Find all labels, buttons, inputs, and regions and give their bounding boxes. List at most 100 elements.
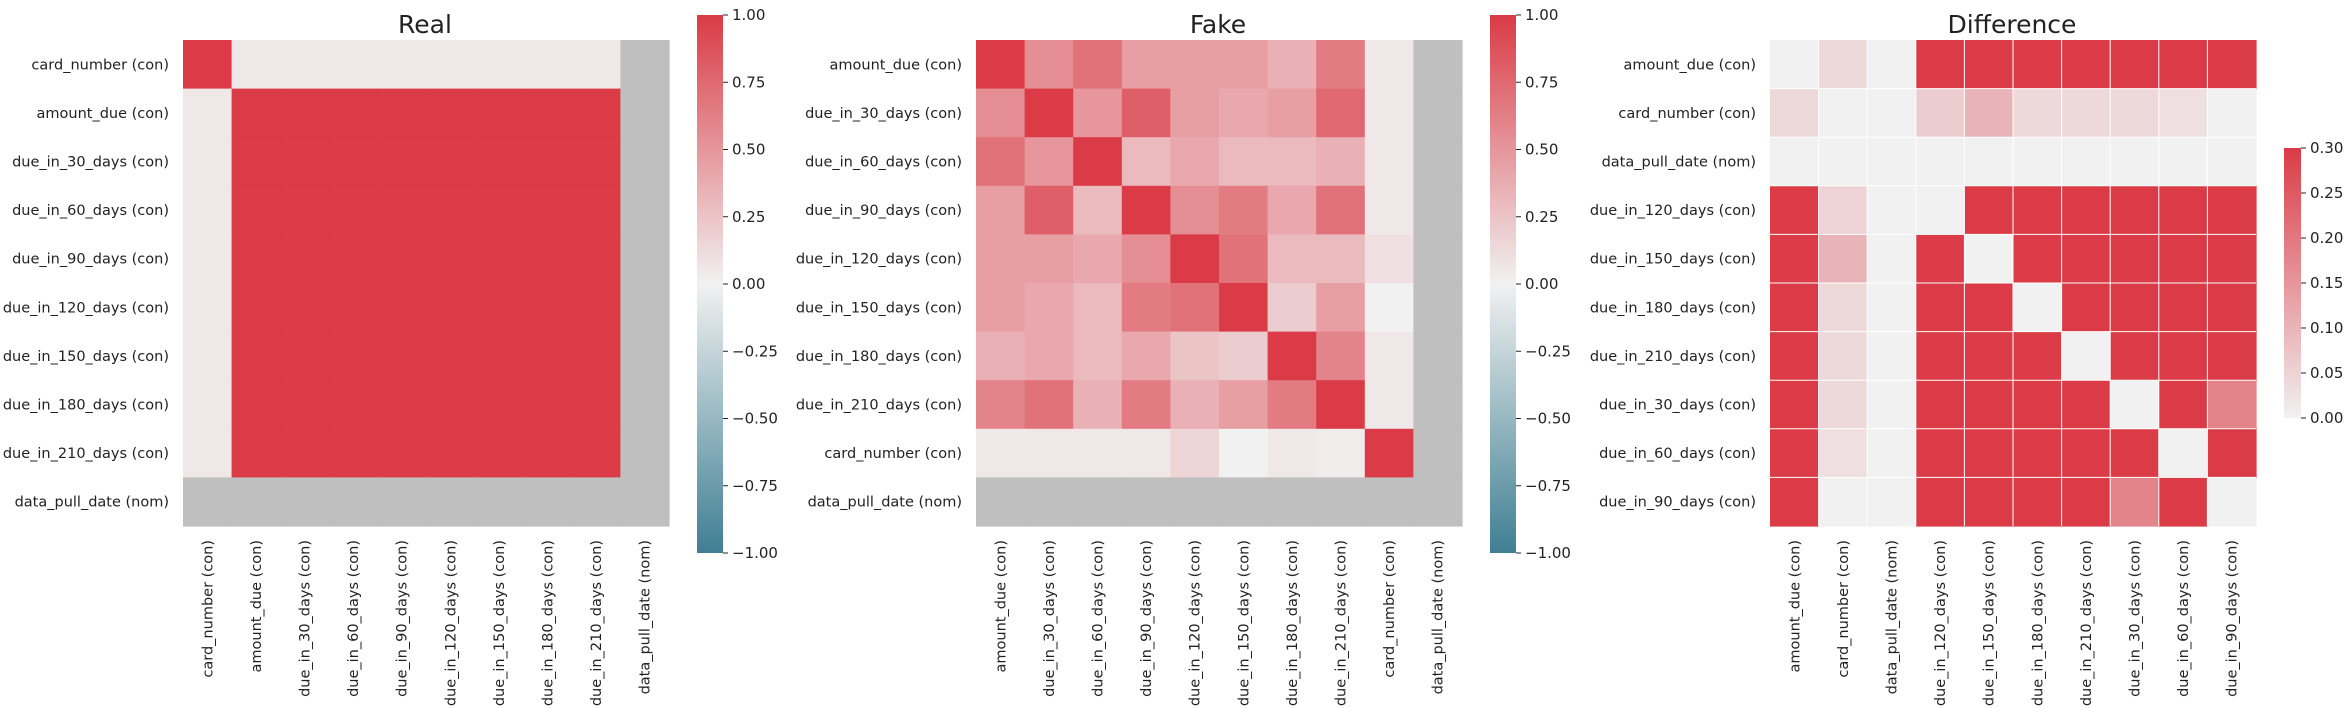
heatmap-cell bbox=[1915, 185, 1965, 235]
colorbar-tick-label: 0.00 bbox=[2310, 409, 2343, 427]
heatmap-cell bbox=[280, 428, 330, 478]
heatmap-cell bbox=[474, 185, 524, 235]
heatmap-cell bbox=[1915, 88, 1965, 138]
heatmap-cell bbox=[1316, 40, 1366, 90]
heatmap-cell bbox=[183, 428, 233, 478]
heatmap-cell bbox=[183, 88, 233, 138]
heatmap-title: Fake bbox=[1190, 10, 1246, 39]
heatmap-cell bbox=[183, 137, 233, 187]
heatmap-cell bbox=[1818, 137, 1868, 187]
heatmap-cell bbox=[426, 331, 476, 381]
heatmap-cell bbox=[1024, 283, 1074, 333]
heatmap-cell bbox=[571, 283, 621, 333]
heatmap-cell bbox=[1915, 428, 1965, 478]
heatmap-cell bbox=[976, 331, 1026, 381]
column-label: due_in_90_days (con) bbox=[1139, 540, 1155, 697]
heatmap-cell bbox=[2013, 185, 2063, 235]
heatmap-cell bbox=[231, 88, 281, 138]
heatmap-cell bbox=[1219, 331, 1269, 381]
heatmap-cell bbox=[426, 234, 476, 284]
heatmap-cell bbox=[2013, 283, 2063, 333]
heatmap-cell bbox=[474, 234, 524, 284]
column-label: data_pull_date (nom) bbox=[638, 540, 654, 694]
heatmap-cell bbox=[426, 428, 476, 478]
heatmap-cell bbox=[1024, 137, 1074, 187]
heatmap-cell bbox=[1867, 380, 1917, 430]
heatmap-cell bbox=[1915, 234, 1965, 284]
heatmap-cell bbox=[426, 283, 476, 333]
column-label: due_in_150_days (con) bbox=[492, 540, 508, 706]
heatmap-cell bbox=[2013, 88, 2063, 138]
heatmap-cell bbox=[377, 40, 427, 90]
heatmap-cell bbox=[571, 477, 621, 527]
column-label: due_in_180_days (con) bbox=[541, 540, 557, 706]
colorbar-tick-label: −0.50 bbox=[732, 410, 778, 428]
heatmap-cell bbox=[2207, 88, 2257, 138]
heatmap-cell bbox=[1316, 88, 1366, 138]
heatmap-cell bbox=[1267, 88, 1317, 138]
colorbar-tick-label: −0.50 bbox=[1525, 410, 1571, 428]
column-label: due_in_90_days (con) bbox=[2225, 540, 2241, 697]
heatmap-cell bbox=[1170, 88, 1220, 138]
heatmap-cell bbox=[2207, 380, 2257, 430]
heatmap-cell bbox=[2158, 88, 2208, 138]
heatmap-cell bbox=[1413, 40, 1463, 90]
heatmap-cell bbox=[231, 40, 281, 90]
heatmap-cell bbox=[1867, 40, 1917, 90]
heatmap-cell bbox=[976, 477, 1026, 527]
colorbar-tick-label: 0.20 bbox=[2310, 229, 2343, 247]
heatmap-cell bbox=[1267, 428, 1317, 478]
heatmap-cell bbox=[1170, 283, 1220, 333]
heatmap-cell bbox=[2061, 477, 2111, 527]
heatmap-cell bbox=[620, 428, 670, 478]
heatmap-cell bbox=[571, 380, 621, 430]
column-label: due_in_60_days (con) bbox=[1091, 540, 1107, 697]
heatmap-cell bbox=[1073, 137, 1123, 187]
heatmap-cell bbox=[1770, 40, 1820, 90]
heatmap-cell bbox=[1770, 331, 1820, 381]
heatmap-cell bbox=[1073, 234, 1123, 284]
heatmap-cell bbox=[2013, 477, 2063, 527]
row-label: due_in_90_days (con) bbox=[12, 252, 169, 268]
heatmap-cell bbox=[1770, 137, 1820, 187]
column-label: due_in_120_days (con) bbox=[1188, 540, 1204, 706]
column-labels: card_number (con) amount_due (con) due_in_… bbox=[200, 540, 653, 706]
heatmap-cell bbox=[1364, 234, 1414, 284]
heatmap-cell bbox=[328, 40, 378, 90]
colorbar-tick-label: −1.00 bbox=[732, 544, 778, 562]
heatmap-cell bbox=[1316, 380, 1366, 430]
heatmap-cell bbox=[2158, 477, 2208, 527]
colorbar-tick-label: 1.00 bbox=[732, 6, 765, 24]
heatmap-cell bbox=[2207, 428, 2257, 478]
row-label: card_number (con) bbox=[31, 57, 169, 73]
heatmap-cell bbox=[1413, 477, 1463, 527]
column-label: due_in_30_days (con) bbox=[2128, 540, 2144, 697]
heatmap-cell bbox=[976, 234, 1026, 284]
heatmap-cell bbox=[231, 428, 281, 478]
heatmap-cell bbox=[2061, 234, 2111, 284]
row-label: due_in_60_days (con) bbox=[805, 155, 962, 171]
heatmap-cell bbox=[2013, 137, 2063, 187]
column-label: due_in_150_days (con) bbox=[1236, 540, 1252, 706]
heatmap-cell bbox=[523, 88, 573, 138]
heatmap-cell bbox=[1364, 88, 1414, 138]
heatmap-cell bbox=[2158, 234, 2208, 284]
heatmap-cell bbox=[1073, 477, 1123, 527]
heatmap-cell bbox=[1364, 380, 1414, 430]
heatmap-cell bbox=[1964, 331, 2014, 381]
heatmap-cell bbox=[1915, 331, 1965, 381]
colorbar-tick-label: 0.05 bbox=[2310, 364, 2343, 382]
colorbar-tick-label: 0.10 bbox=[2310, 319, 2343, 337]
heatmap-cell bbox=[474, 380, 524, 430]
heatmap-cell bbox=[231, 283, 281, 333]
heatmap-cell bbox=[1867, 88, 1917, 138]
colorbar-tick-label: 0.50 bbox=[732, 141, 765, 159]
heatmap-cell bbox=[1818, 88, 1868, 138]
heatmap-cell bbox=[976, 428, 1026, 478]
heatmap-cell bbox=[1316, 283, 1366, 333]
row-label: due_in_210_days (con) bbox=[3, 446, 169, 462]
heatmap-cell bbox=[1170, 331, 1220, 381]
heatmap-cell bbox=[1915, 40, 1965, 90]
heatmap-cell bbox=[620, 185, 670, 235]
heatmap-cell bbox=[1770, 380, 1820, 430]
